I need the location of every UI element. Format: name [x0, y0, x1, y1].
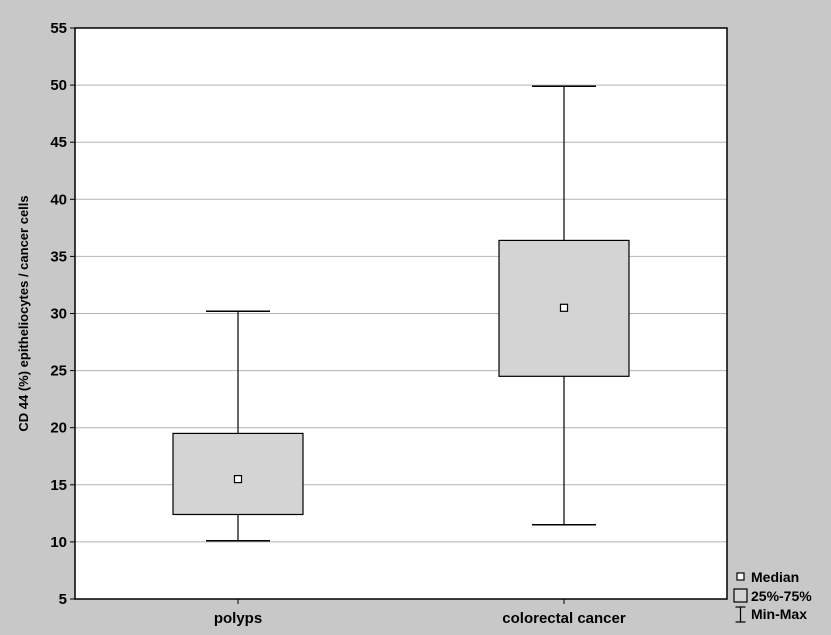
y-tick-label: 20	[50, 420, 67, 437]
y-tick-label: 55	[50, 20, 67, 37]
y-tick-label: 25	[50, 363, 67, 380]
median-marker	[559, 303, 569, 312]
iqr-box	[172, 432, 304, 516]
y-tick-label: 30	[50, 306, 67, 323]
plot-frame	[74, 27, 728, 600]
y-tick-label: 45	[50, 134, 67, 151]
y-tick-label: 35	[50, 248, 67, 265]
legend-label: Median	[751, 569, 799, 585]
y-axis-label: CD 44 (%) epitheliocytes / cancer cells	[16, 195, 31, 431]
legend-label: 25%-75%	[751, 588, 812, 604]
legend-label: Min-Max	[751, 606, 807, 622]
y-tick-label: 5	[59, 591, 67, 608]
legend-median-swatch	[736, 572, 745, 581]
x-category-label: colorectal cancer	[502, 610, 626, 627]
y-tick-label: 10	[50, 534, 67, 551]
median-marker	[233, 474, 243, 484]
legend-box-swatch	[733, 588, 748, 603]
y-tick-label: 40	[50, 191, 67, 208]
x-category-label: polyps	[214, 610, 262, 627]
y-tick-label: 50	[50, 77, 67, 94]
y-tick-label: 15	[50, 477, 67, 494]
